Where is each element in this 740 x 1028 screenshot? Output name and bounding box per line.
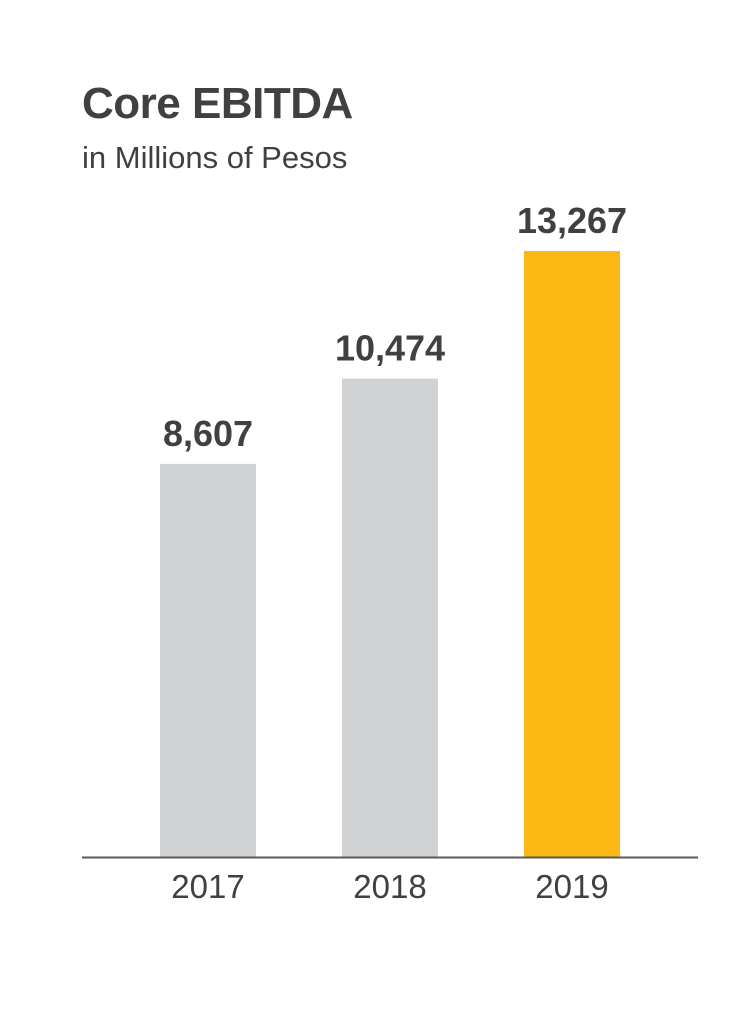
category-label-2018: 2018 xyxy=(353,868,426,905)
value-label-2019: 13,267 xyxy=(517,200,627,241)
bar-2017 xyxy=(160,463,256,857)
bar-2019 xyxy=(524,251,620,857)
category-label-2019: 2019 xyxy=(535,868,608,905)
chart-title: Core EBITDA xyxy=(82,79,353,128)
category-label-2017: 2017 xyxy=(171,868,244,905)
value-label-2018: 10,474 xyxy=(335,328,445,369)
chart-subtitle: in Millions of Pesos xyxy=(82,140,348,175)
value-label-2017: 8,607 xyxy=(163,413,253,454)
bar-2018 xyxy=(342,378,438,857)
